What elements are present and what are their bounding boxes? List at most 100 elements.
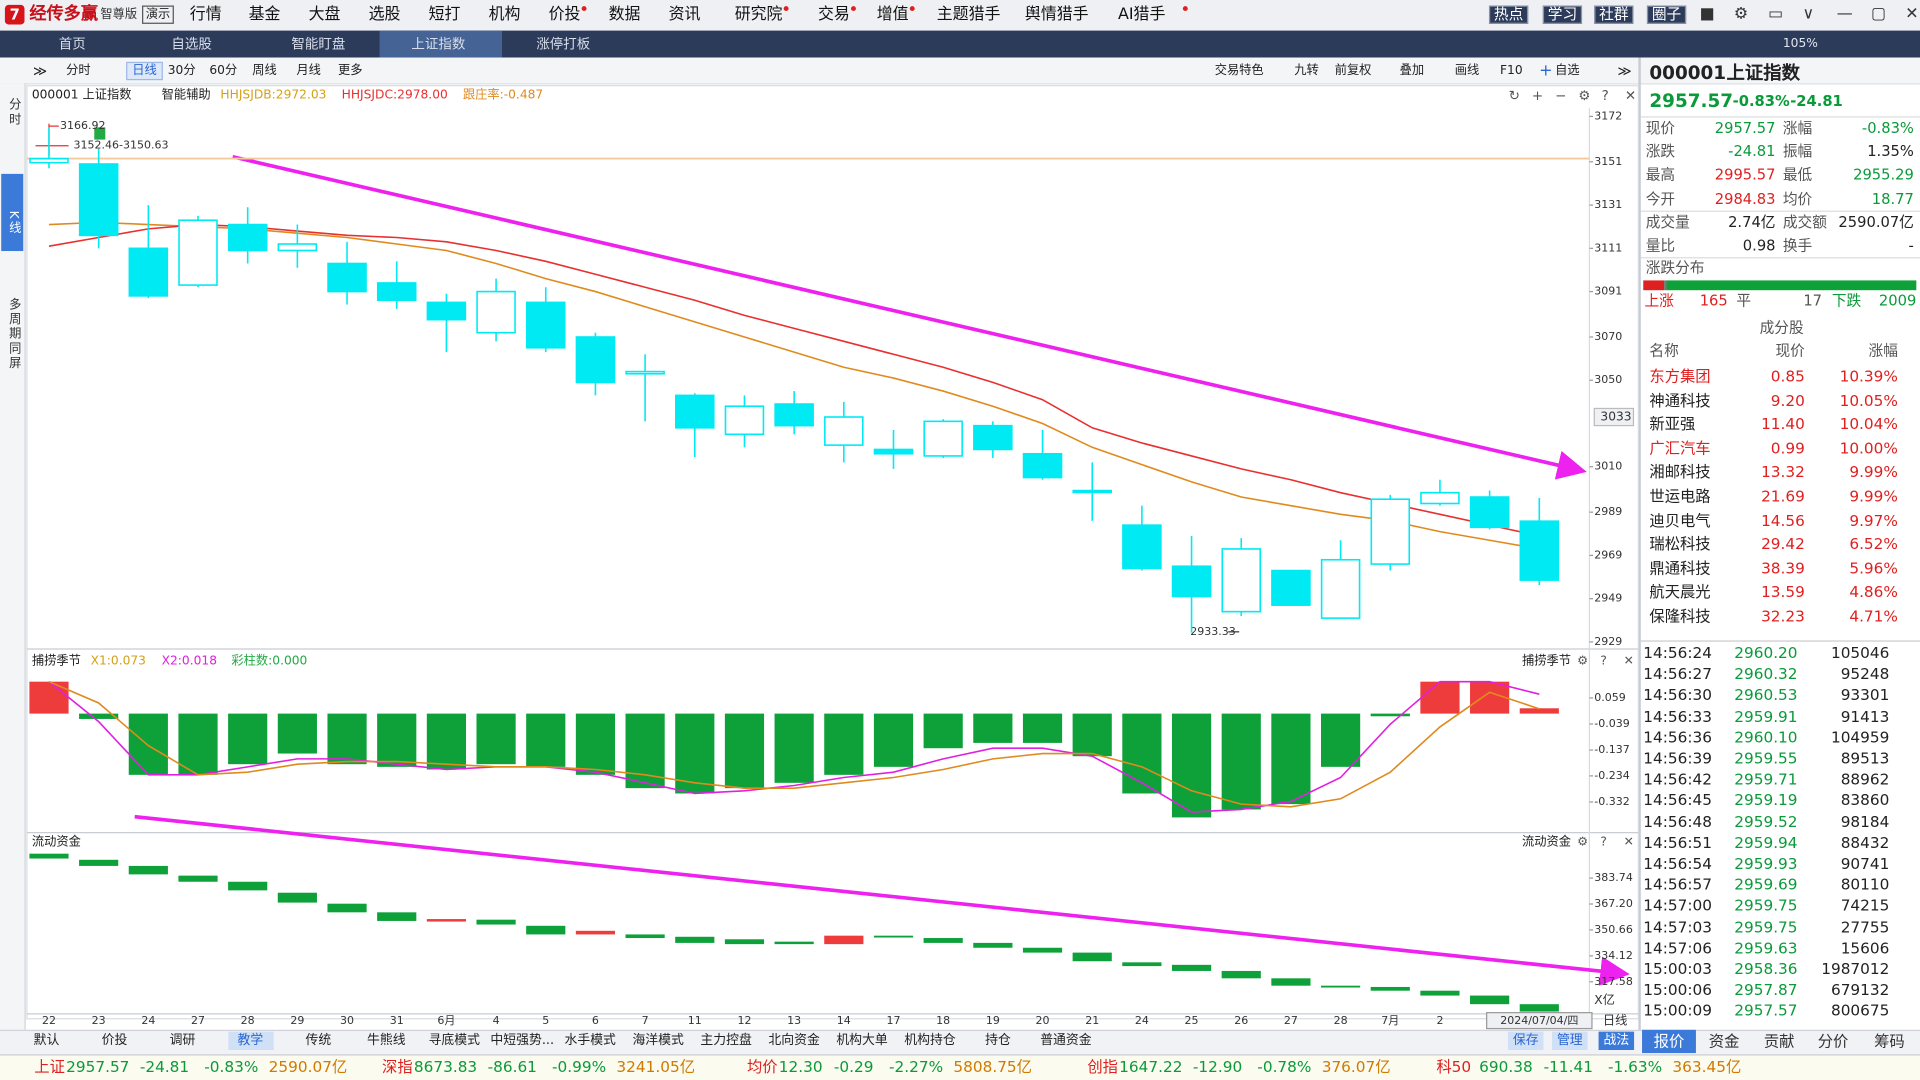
chart-icon[interactable]: + — [1531, 87, 1544, 104]
chart-icon[interactable]: ? — [1601, 87, 1609, 104]
bottom-button[interactable]: 管理 — [1552, 1031, 1588, 1051]
bottom-tab[interactable]: 牛熊线 — [367, 1032, 406, 1048]
stock-name[interactable]: 航天晨光 — [1649, 582, 1711, 602]
bottom-tab[interactable]: 传统 — [305, 1032, 332, 1048]
stock-name[interactable]: 神通科技 — [1649, 390, 1711, 410]
menu-item[interactable]: 选股 — [368, 5, 401, 24]
candle-body — [128, 247, 169, 297]
right-tab[interactable]: 筹码 — [1874, 1031, 1905, 1051]
bottom-button[interactable]: 战法 — [1598, 1031, 1635, 1051]
window-icon[interactable]: ■ — [1699, 4, 1715, 24]
tool-button[interactable]: 交易特色 — [1214, 64, 1264, 78]
period-button[interactable]: 更多 — [337, 64, 363, 78]
window-icon[interactable]: ⚙ — [1733, 4, 1749, 24]
bottom-tab[interactable]: 寻底模式 — [428, 1032, 481, 1048]
menu-item[interactable]: 交易 — [817, 5, 850, 24]
fund-bar — [1420, 990, 1460, 996]
bottom-tab[interactable]: 普通资金 — [1040, 1032, 1092, 1048]
period-button[interactable]: 周线 — [252, 64, 277, 78]
panel-icon[interactable]: ⚙ — [1577, 835, 1589, 850]
menu-item[interactable]: 资讯 — [668, 5, 701, 24]
bottom-tab[interactable]: 中短强势... — [490, 1032, 555, 1048]
bottom-tab[interactable]: 教学 — [227, 1031, 274, 1051]
right-tab[interactable]: 资金 — [1708, 1031, 1740, 1051]
period-button[interactable]: 日线 — [126, 61, 163, 81]
bottom-tab[interactable]: 机构持仓 — [904, 1032, 956, 1048]
candle-body — [824, 416, 864, 446]
menu-item[interactable]: 舆情猎手 — [1024, 5, 1089, 24]
panel-icon[interactable]: ✕ — [1623, 654, 1634, 668]
menu-item[interactable]: 研究院 — [734, 5, 783, 24]
chart-icon[interactable]: − — [1555, 87, 1567, 104]
menu-item[interactable]: 数据 — [608, 5, 641, 24]
bottom-tab[interactable]: 水手模式 — [564, 1032, 616, 1048]
window-icon[interactable]: — — [1836, 4, 1853, 24]
menu-item[interactable]: 价投 — [548, 5, 581, 24]
tab[interactable]: 智能盯盘 — [291, 36, 346, 53]
notify-dot — [1182, 6, 1188, 12]
tab[interactable]: 涨停打板 — [536, 36, 591, 53]
menu-item[interactable]: 机构 — [488, 5, 521, 24]
bottom-tab[interactable]: 持仓 — [985, 1032, 1011, 1048]
side-tab[interactable]: K线 — [6, 210, 20, 236]
tab[interactable]: 首页 — [58, 36, 86, 53]
stock-name[interactable]: 新亚强 — [1649, 414, 1696, 434]
menu-item[interactable]: AI猎手 — [1117, 5, 1166, 24]
stock-name[interactable]: 湘邮科技 — [1649, 462, 1711, 482]
menu-item[interactable]: 短打 — [428, 5, 461, 24]
window-icon[interactable]: ▢ — [1871, 4, 1887, 24]
right-tab[interactable]: 报价 — [1653, 1031, 1685, 1051]
menu-item[interactable]: 行情 — [189, 5, 222, 24]
top-button[interactable]: 热点 — [1488, 5, 1529, 24]
window-icon[interactable]: ∨ — [1802, 4, 1815, 24]
chart-icon[interactable]: ✕ — [1624, 87, 1637, 104]
top-button[interactable]: 圈子 — [1646, 5, 1687, 24]
bottom-tab[interactable]: 调研 — [169, 1032, 196, 1048]
period-button[interactable]: 月线 — [296, 64, 321, 78]
menu-item[interactable]: 基金 — [248, 5, 281, 24]
stock-name[interactable]: 广汇汽车 — [1649, 438, 1711, 458]
tool-button[interactable]: 画线 — [1454, 64, 1480, 78]
menu-item[interactable]: 大盘 — [308, 5, 341, 24]
tab[interactable]: 自选股 — [171, 36, 212, 53]
right-tab[interactable]: 分价 — [1817, 1031, 1849, 1051]
panel-icon[interactable]: ? — [1600, 654, 1607, 668]
period-button[interactable]: 30分 — [167, 64, 196, 78]
window-icon[interactable]: ✕ — [1905, 4, 1919, 24]
bottom-tab[interactable]: 北向资金 — [768, 1032, 820, 1048]
panel-icon[interactable]: ⚙ — [1577, 654, 1589, 668]
right-tab[interactable]: 贡献 — [1763, 1031, 1795, 1051]
bottom-tab[interactable]: 机构大单 — [836, 1032, 888, 1048]
bottom-button[interactable]: 保存 — [1507, 1031, 1544, 1051]
menu-item[interactable]: 主题猎手 — [936, 5, 1001, 24]
bottom-tab[interactable]: 主力控盘 — [700, 1032, 752, 1048]
side-tab[interactable]: 多周期同屏 — [6, 297, 20, 372]
tool-button[interactable]: 前复权 — [1334, 64, 1372, 78]
tool-button[interactable]: F10 — [1500, 64, 1523, 78]
bottom-tab[interactable]: 海洋模式 — [632, 1032, 684, 1048]
tool-button[interactable]: 叠加 — [1399, 64, 1425, 78]
bottom-tab[interactable]: 价投 — [101, 1032, 128, 1048]
period-button[interactable]: 60分 — [209, 64, 238, 78]
stock-name[interactable]: 东方集团 — [1649, 366, 1711, 386]
tool-button[interactable]: 九转 — [1294, 64, 1319, 78]
panel-icon[interactable]: ? — [1600, 835, 1607, 850]
side-tab[interactable]: 分时 — [6, 97, 20, 128]
stock-name[interactable]: 世运电路 — [1649, 486, 1711, 506]
window-icon[interactable]: ▭ — [1768, 4, 1784, 24]
top-button[interactable]: 社群 — [1594, 5, 1634, 24]
stock-name[interactable]: 鼎通科技 — [1649, 558, 1711, 578]
stock-name[interactable]: 瑞松科技 — [1649, 534, 1711, 554]
top-button[interactable]: 学习 — [1542, 5, 1583, 24]
stock-name[interactable]: 迪贝电气 — [1649, 510, 1711, 530]
bottom-tab[interactable]: 默认 — [33, 1032, 60, 1048]
chart-icon[interactable]: ⚙ — [1578, 87, 1591, 104]
chart-icon[interactable]: ↻ — [1508, 87, 1520, 104]
menu-item[interactable]: 增值 — [876, 5, 909, 24]
period-button[interactable]: 分时 — [66, 64, 91, 78]
indicator-bar — [824, 713, 864, 775]
panel-icon[interactable]: ✕ — [1623, 835, 1634, 850]
tab[interactable]: 上证指数 — [411, 36, 466, 53]
stock-name[interactable]: 保隆科技 — [1649, 606, 1711, 626]
tool-button[interactable]: 自选 — [1555, 64, 1580, 78]
